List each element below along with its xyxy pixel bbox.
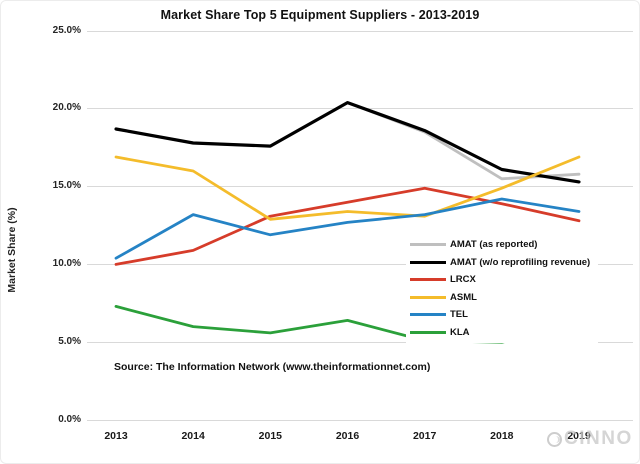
x-tick-label: 2017: [412, 430, 437, 442]
watermark-text: CINNO: [564, 428, 633, 449]
legend-item: LRCX: [410, 271, 590, 289]
legend-label: AMAT (w/o reprofiling revenue): [450, 256, 591, 268]
legend-swatch-icon: [410, 260, 446, 264]
y-tick-label: 10.0%: [52, 257, 81, 269]
y-tick-label: 25.0%: [52, 24, 81, 36]
series-line-tel: [114, 197, 581, 260]
gridline: [87, 30, 633, 32]
series-line-lrcx: [114, 186, 581, 266]
source-note: Source: The Information Network (www.the…: [114, 361, 431, 373]
gridline: [87, 419, 633, 421]
legend-item: KLA: [410, 324, 590, 342]
legend-label: AMAT (as reported): [450, 239, 538, 251]
legend-swatch-icon: [410, 243, 446, 247]
x-tick-label: 2016: [335, 430, 360, 442]
legend-item: AMAT (as reported): [410, 236, 590, 254]
x-tick-label: 2015: [258, 430, 282, 442]
gridline: [87, 263, 633, 265]
watermark-logo-icon: [547, 431, 562, 447]
legend-item: ASML: [410, 289, 590, 307]
series-line-asml: [114, 155, 581, 221]
gridline: [87, 186, 633, 188]
legend-label: TEL: [450, 309, 468, 321]
legend-swatch-icon: [410, 313, 446, 317]
series-line-amat-w-o-reprofiling-revenue: [114, 100, 581, 184]
legend-item: TEL: [410, 306, 590, 324]
legend-item: AMAT (w/o reprofiling revenue): [410, 254, 590, 272]
legend-swatch-icon: [410, 278, 446, 282]
watermark: CINNO: [547, 428, 633, 450]
y-tick-label: 0.0%: [58, 413, 81, 425]
gridline: [87, 341, 633, 343]
legend-swatch-icon: [410, 330, 446, 334]
x-tick-label: 2014: [181, 430, 205, 442]
chart-legend: AMAT (as reported) AMAT (w/o reprofiling …: [406, 234, 599, 343]
y-tick-label: 20.0%: [52, 102, 81, 114]
legend-label: ASML: [450, 291, 477, 303]
legend-swatch-icon: [410, 295, 446, 299]
x-tick-label: 2019: [567, 430, 591, 442]
x-tick-label: 2018: [490, 430, 514, 442]
y-tick-label: 15.0%: [52, 180, 81, 192]
legend-label: KLA: [450, 326, 470, 338]
chart-title: Market Share Top 5 Equipment Suppliers -…: [160, 8, 480, 22]
y-tick-label: 5.0%: [58, 335, 81, 347]
legend-label: LRCX: [450, 274, 476, 286]
x-tick-label: 2013: [104, 430, 128, 442]
